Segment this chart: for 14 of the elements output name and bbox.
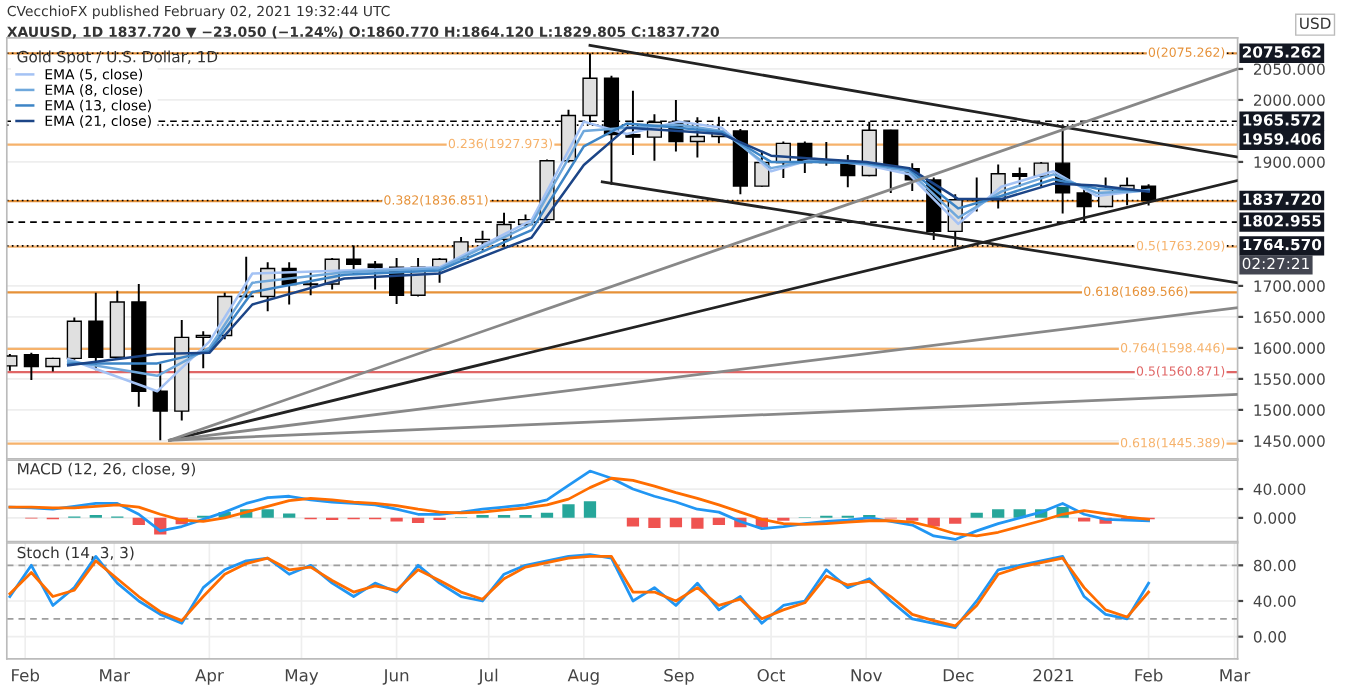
x-tick-label: Mar	[100, 669, 130, 682]
x-tick-label: Apr	[195, 669, 224, 685]
x-tick-label: Sep	[664, 668, 694, 685]
x-tick-label: Mar	[1220, 669, 1251, 682]
x-tick-label: May	[285, 669, 319, 685]
x-tick-label: Jul	[477, 668, 498, 685]
x-tick-label: Feb	[1135, 668, 1163, 682]
x-tick-label: Aug	[567, 669, 599, 685]
x-tick-label: Feb	[12, 668, 40, 682]
x-tick-label: Dec	[943, 669, 974, 682]
x-tick-label: Jun	[382, 669, 409, 685]
x-tick-label: Nov	[851, 669, 882, 682]
x-tick-label: 2021	[1033, 668, 1074, 682]
x-tick-label: Oct	[757, 668, 786, 682]
